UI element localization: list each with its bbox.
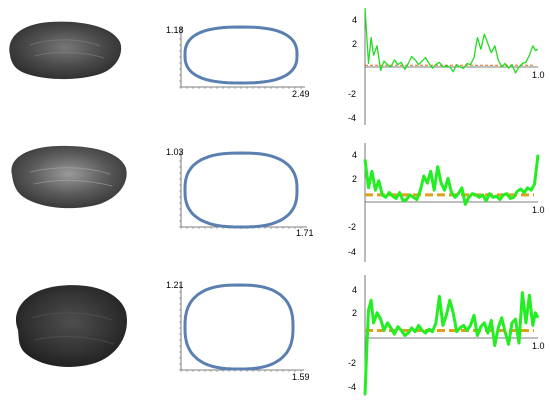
- outline-plot-1: 1.18 2.49: [166, 25, 310, 99]
- curv-y-tick-m2-r1: -2: [348, 89, 356, 99]
- outline-x-max-label-3: 1.59: [292, 372, 310, 382]
- row-3: 1.21 1.59 4 2 -2 -4 1.0: [15, 275, 545, 396]
- curv-x-end-label-2: 1.0: [532, 205, 545, 215]
- seed-photo-3: [15, 285, 127, 367]
- curv-y-tick-4-r1: 4: [352, 15, 357, 25]
- outline-plot-2: 1.03 1.71: [166, 147, 314, 238]
- curv-y-tick-m4-r3: -4: [348, 382, 356, 392]
- curv-y-tick-m2-r2: -2: [348, 222, 356, 232]
- outline-plot-3: 1.21 1.59: [166, 280, 310, 382]
- outline-y-max-label-2: 1.03: [166, 147, 184, 157]
- curv-y-tick-2-r2: 2: [352, 174, 357, 184]
- curv-x-end-label-1: 1.0: [532, 70, 545, 80]
- curv-series-2: [363, 154, 540, 206]
- outline-y-max-label-1: 1.18: [166, 25, 184, 35]
- seed-texture-3: [31, 312, 115, 345]
- outline-x-max-label-1: 2.49: [292, 89, 310, 99]
- seed-body-3: [15, 285, 127, 367]
- curv-y-tick-4-r2: 4: [352, 150, 357, 160]
- curv-y-tick-m4-r1: -4: [348, 113, 356, 123]
- seed-photo-1: [9, 21, 122, 80]
- row-2: 1.03 1.71 4 2 -2 -4 1.0: [11, 143, 545, 262]
- curv-series-1: [364, 7, 539, 74]
- curv-y-tick-m4-r2: -4: [348, 247, 356, 257]
- outline-shape-1: [183, 25, 299, 85]
- seed-body-2: [11, 145, 127, 209]
- curvature-plot-1: 4 2 -2 -4 1.0: [348, 7, 545, 125]
- seed-texture-1: [29, 39, 105, 59]
- seed-body-1: [9, 21, 122, 80]
- curv-y-tick-2-r3: 2: [352, 308, 357, 318]
- curv-x-end-label-3: 1.0: [532, 341, 545, 351]
- curvature-plot-3: 4 2 -2 -4 1.0: [348, 275, 545, 396]
- outline-shape-3: [183, 283, 295, 371]
- curv-y-tick-4-r3: 4: [352, 285, 357, 295]
- curv-series-3: [363, 291, 540, 395]
- curv-y-tick-m2-r3: -2: [348, 358, 356, 368]
- curvature-plot-2: 4 2 -2 -4 1.0: [348, 143, 545, 262]
- curv-y-tick-2-r1: 2: [352, 39, 357, 49]
- outline-x-max-label-2: 1.71: [296, 228, 314, 238]
- outline-y-max-label-3: 1.21: [166, 280, 184, 290]
- row-1: 1.18 2.49 4 2 -2 -4 1.0: [9, 7, 545, 125]
- outline-shape-2: [183, 151, 299, 229]
- seed-texture-2: [29, 167, 113, 187]
- seed-photo-2: [11, 145, 127, 209]
